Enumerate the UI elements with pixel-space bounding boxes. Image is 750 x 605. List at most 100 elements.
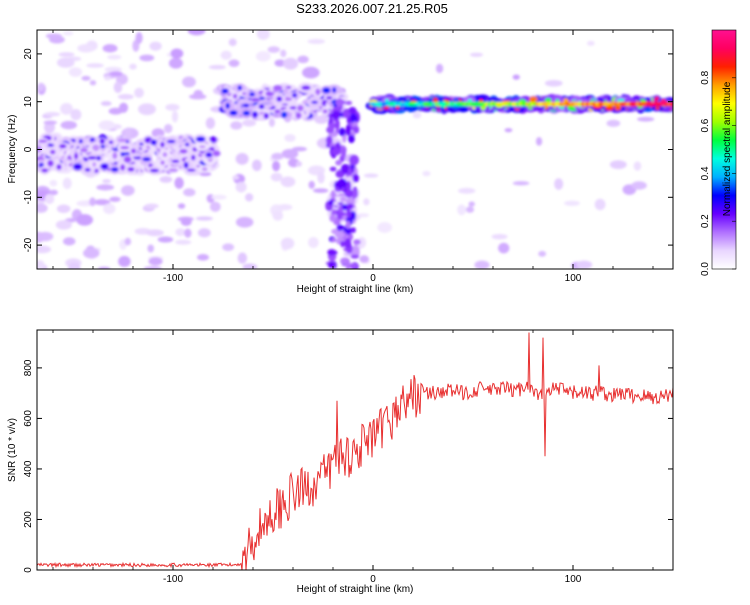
spectrogram-y-tick-label: -10 (23, 190, 34, 205)
spectrogram-cell (139, 54, 155, 62)
spectrogram-cell (251, 159, 262, 172)
spectrogram-cell (347, 167, 353, 177)
spectrogram-cell (43, 121, 56, 134)
spectrogram-cell (68, 67, 83, 77)
spectrogram-cell (352, 173, 360, 183)
spectrogram-cell (56, 204, 71, 213)
spectrogram-cell (308, 180, 315, 189)
spectrogram-cell (124, 127, 132, 139)
spectrogram-cell (171, 159, 180, 164)
spectrogram-cell (282, 57, 299, 70)
spectrogram-cell (313, 188, 329, 193)
spectrogram-cell (412, 112, 422, 119)
spectrogram-cell (183, 188, 196, 197)
spectrogram-cell (256, 30, 270, 40)
colorbar-label: Normalized spectral amplitude (722, 81, 733, 216)
spectrogram-cell (99, 138, 105, 145)
snr-x-tick-label: -100 (163, 574, 183, 585)
spectrogram-cell (117, 138, 128, 143)
spectrogram-cell (135, 32, 143, 44)
spectrogram-blobs (37, 30, 673, 269)
spectrogram-cell (330, 192, 337, 198)
spectrogram-cell (349, 154, 360, 166)
spectrogram-cell (92, 144, 100, 152)
spectrogram-cell (308, 236, 319, 248)
snr-x-ticks: -100 0 100 (52, 330, 654, 585)
spectrogram-cell (58, 52, 75, 57)
spectrogram-cell (44, 193, 55, 205)
spectrogram-y-tick-label: 0 (23, 146, 34, 152)
spectrogram-cell (330, 237, 337, 243)
spectrogram-cell (70, 108, 82, 121)
spectrogram-cell (252, 111, 258, 119)
spectrogram-cell (104, 76, 111, 81)
spectrogram-cell (377, 222, 393, 233)
spectrogram-cell (344, 238, 352, 249)
spectrogram-cell (228, 59, 240, 67)
spectrogram-cell (143, 265, 162, 269)
spectrogram-cell (177, 203, 186, 209)
spectrogram-cell (325, 135, 333, 146)
spectrogram-cell (327, 249, 337, 256)
snr-y-tick-label: 400 (23, 460, 34, 477)
spectrogram-cell (212, 150, 221, 157)
spectrogram-cell (87, 156, 97, 160)
spectrogram-cell (179, 148, 188, 154)
spectrogram-cell (170, 48, 184, 59)
spectrogram-x-tick-label: 0 (370, 273, 376, 284)
spectrogram-cell (89, 80, 97, 86)
spectrogram-cell (38, 139, 48, 143)
spectrogram-cell (512, 74, 520, 80)
spectrogram-cell (62, 31, 74, 36)
spectrogram-cell (110, 167, 119, 172)
spectrogram-cell (100, 101, 112, 106)
spectrogram-cell (96, 184, 115, 191)
spectrogram-cell (528, 96, 539, 104)
spectrogram-cell (138, 103, 156, 116)
spectrogram-cell (271, 152, 284, 160)
spectrogram-x-tick-label: -100 (163, 273, 183, 284)
spectrogram-cell (280, 176, 296, 188)
spectrogram-cell (564, 200, 581, 206)
spectrogram-cell (185, 142, 190, 147)
spectrogram-cell (307, 38, 326, 45)
spectrogram-cell (130, 148, 137, 154)
spectrogram-cell (613, 106, 622, 111)
spectrogram-cell (575, 260, 593, 269)
spectrogram-cell (555, 99, 560, 103)
spectrogram-cell (208, 64, 226, 70)
spectrogram-cell (37, 203, 48, 213)
spectrogram-cell (37, 231, 45, 243)
spectrogram-cell (280, 49, 287, 58)
spectrogram-cell (465, 206, 475, 213)
spectrogram-cell (345, 124, 351, 136)
spectrogram-cell (654, 106, 660, 110)
spectrogram-cell (322, 87, 331, 94)
spectrogram-cell (98, 120, 115, 131)
spectrogram-cell (357, 237, 367, 249)
spectrogram-cell (117, 94, 134, 100)
spectrogram-cell (631, 181, 647, 190)
spectrogram-cell (586, 40, 595, 46)
spectrogram-cell (237, 85, 243, 91)
spectrogram-cell (197, 228, 211, 238)
spectrogram-cell (189, 93, 207, 100)
spectrogram-cell (609, 160, 627, 169)
spectrogram-cell (272, 210, 284, 221)
spectrogram-cell (274, 59, 286, 67)
spectrogram-cell (605, 105, 615, 111)
spectrogram-cell (82, 247, 100, 259)
spectrogram-cell (86, 63, 104, 68)
spectrogram-cell (76, 214, 94, 226)
spectrogram-cell (118, 255, 131, 268)
spectrogram-cell (149, 41, 162, 51)
spectrogram-cell (164, 123, 173, 134)
spectrogram-cell (121, 185, 135, 196)
spectrogram-cell (81, 75, 91, 81)
spectrogram-cell (93, 199, 111, 206)
spectrogram-cell (168, 57, 183, 69)
spectrogram-cell (76, 200, 93, 207)
spectrogram-cell (229, 110, 238, 116)
spectrogram-cell (211, 194, 227, 200)
